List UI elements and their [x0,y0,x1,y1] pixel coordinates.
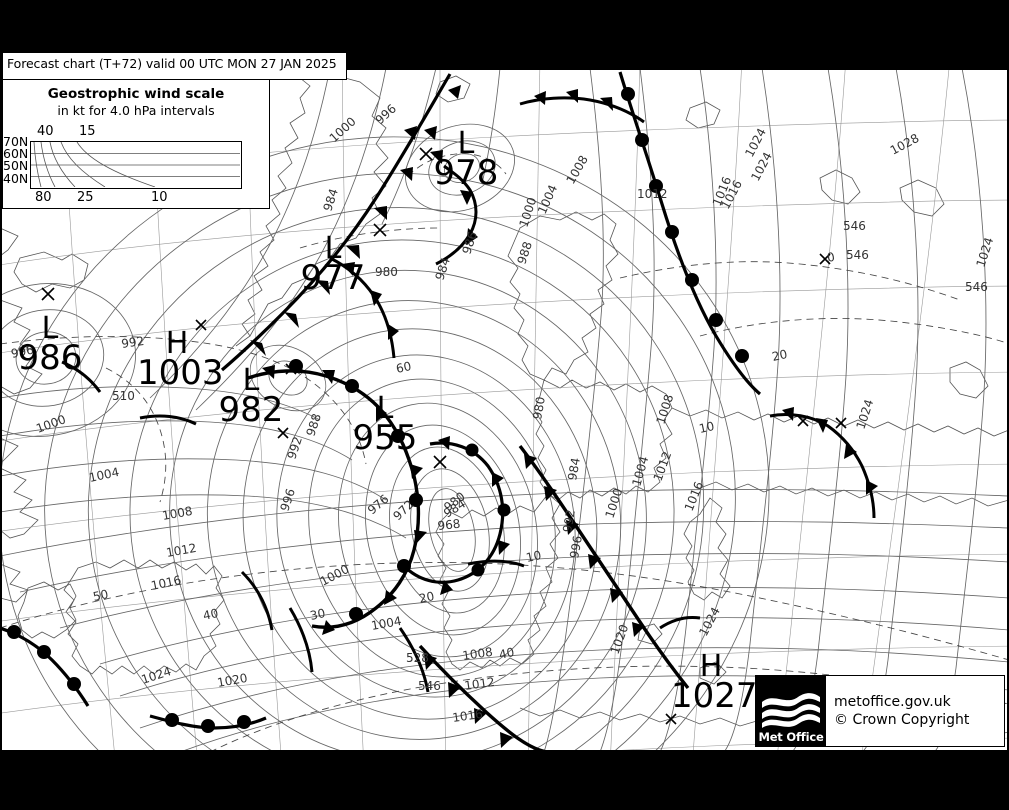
legend-title: Geostrophic wind scale [47,86,225,102]
latitude-marker-label: 30 [309,606,327,623]
isobar-label: 988 [515,240,535,266]
weather-chart-canvas[interactable]: 996 992 1000 1004 1008 1012 1016 1000 996 992 996 9… [0,68,1009,752]
isobar-label: 992 [285,435,305,461]
thickness-contours [0,153,1009,752]
isobar-label: 1008 [461,645,493,663]
isobar-label: 1016 [451,707,483,725]
isobar-label: 1024 [854,398,877,431]
isobar-label: 1008 [563,153,590,186]
cold-front-north [220,73,461,372]
met-office-copyright: © Crown Copyright [834,712,970,728]
wave-logo-icon [762,693,820,728]
isobar-label: 984 [321,187,341,213]
legend-bottom-value-80: 80 [35,190,52,205]
met-office-logo: Met Office [756,676,826,746]
met-office-website[interactable]: metoffice.gov.uk [834,694,951,710]
thickness-labels: 510 528 546 546 546 546 [112,219,988,693]
warm-front-scandinavia [618,71,762,396]
latitude-marker-label: 20 [418,589,436,606]
latitude-marker-label: 40 [202,606,220,623]
legend-bottom-values: 80 25 10 [31,190,261,206]
isobar-label: 980 [375,265,398,279]
isobar-label: 1004 [629,455,651,488]
thickness-label: 510 [112,389,135,403]
isobar-label: 1020 [608,623,632,656]
isobar-label: 984 [565,457,583,482]
latitude-marker-label: 20 [771,347,789,364]
isobar-label: 1024 [140,664,173,687]
legend-subtitle: in kt for 4.0 hPa intervals [57,103,215,118]
isobar-label: 1012 [463,675,495,693]
geostrophic-wind-scale-legend: Geostrophic wind scale in kt for 4.0 hPa… [2,79,270,209]
legend-top-values: 40 15 [31,124,261,140]
isobar-label: 1004 [370,614,403,633]
occluded-front-central [247,359,427,635]
legend-latitude-labels: 70N 60N 50N 40N [3,134,31,186]
thickness-label: 546 [418,679,441,693]
met-office-branding[interactable]: Met Office metoffice.gov.uk © Crown Copy… [755,675,1005,747]
isobar-label: 984 [433,256,453,282]
isobar-label: 1028 [888,131,922,158]
page-title: Forecast chart (T+72) valid 00 UTC MON 2… [7,56,337,71]
latitude-marker-label: 10 [525,548,543,565]
legend-top-value-15: 15 [79,124,96,139]
isobar-label: 976 [365,492,392,517]
isobar-label: 1024 [974,236,997,269]
latitude-marker-label: 10 [698,419,716,436]
trough-lines [61,360,701,693]
isobar-label: 1020 [216,671,249,690]
thickness-label: 528 [406,651,429,665]
cold-front-977 [329,256,399,359]
met-office-logo-text: Met Office [758,730,824,744]
legend-lat-70n: 70N [3,134,29,149]
legend-nomogram [30,141,242,189]
isobar-label: 1008 [654,393,677,426]
cold-front-978 [404,126,478,266]
isobar-label: 980 [530,396,548,421]
cold-front-mediterranean [769,407,878,519]
met-office-text-block: metoffice.gov.uk © Crown Copyright [826,676,1004,746]
chart-title-bar: Forecast chart (T+72) valid 00 UTC MON 2… [2,52,347,80]
legend-lat-40n: 40N [3,170,29,186]
isobar-label: 1012 [637,187,668,201]
front-sw-atlantic [0,625,267,733]
legend-bottom-value-10: 10 [151,190,168,205]
isobar-label: 968 [437,517,461,533]
thickness-label: 546 [965,280,988,294]
chart-border [0,68,1009,752]
isobar-label: 992 [120,334,145,351]
isobar-label: 986 [460,230,480,256]
latitude-marker-label: 40 [498,645,516,662]
latitude-marker-label: 50 [92,587,110,604]
isobar-label: 1016 [150,573,183,593]
isobar-label: 992 [560,509,578,534]
latitude-markers: 60 50 40 30 20 10 40 20 10 0 [92,250,836,662]
front-norway-north [519,89,645,124]
isobar-label: 1004 [88,465,121,485]
isobar-label: 1012 [651,450,675,483]
isobar-label: 1008 [161,504,194,523]
legend-lat-50n: 50N [3,158,29,174]
occluded-front-inner [402,436,511,595]
isobar-label: 1016 [682,480,706,514]
isobar-label: 1024 [696,605,723,639]
legend-top-value-40: 40 [37,124,54,139]
isobar-label: 996 [567,535,585,560]
latitude-marker-label: 60 [395,359,413,376]
pressure-chart-svg: 9969921000100410081012101610009969929969… [0,68,1009,752]
isobar-label: 996 [278,487,298,513]
latitude-marker-label: 0 [826,250,836,265]
centre-crosses [41,147,847,725]
cold-front-biscay [418,644,549,752]
isobar-label: 1000 [517,196,540,229]
thickness-label: 546 [846,248,869,262]
isobar-label: 988 [304,412,324,438]
legend-lat-60n: 60N [3,146,29,162]
isobar-label: 996 [10,342,35,360]
isobar-label: 1012 [165,541,198,560]
cold-front-sw-trailing [518,444,690,690]
legend-bottom-value-25: 25 [77,190,94,205]
thickness-label: 546 [843,219,866,233]
